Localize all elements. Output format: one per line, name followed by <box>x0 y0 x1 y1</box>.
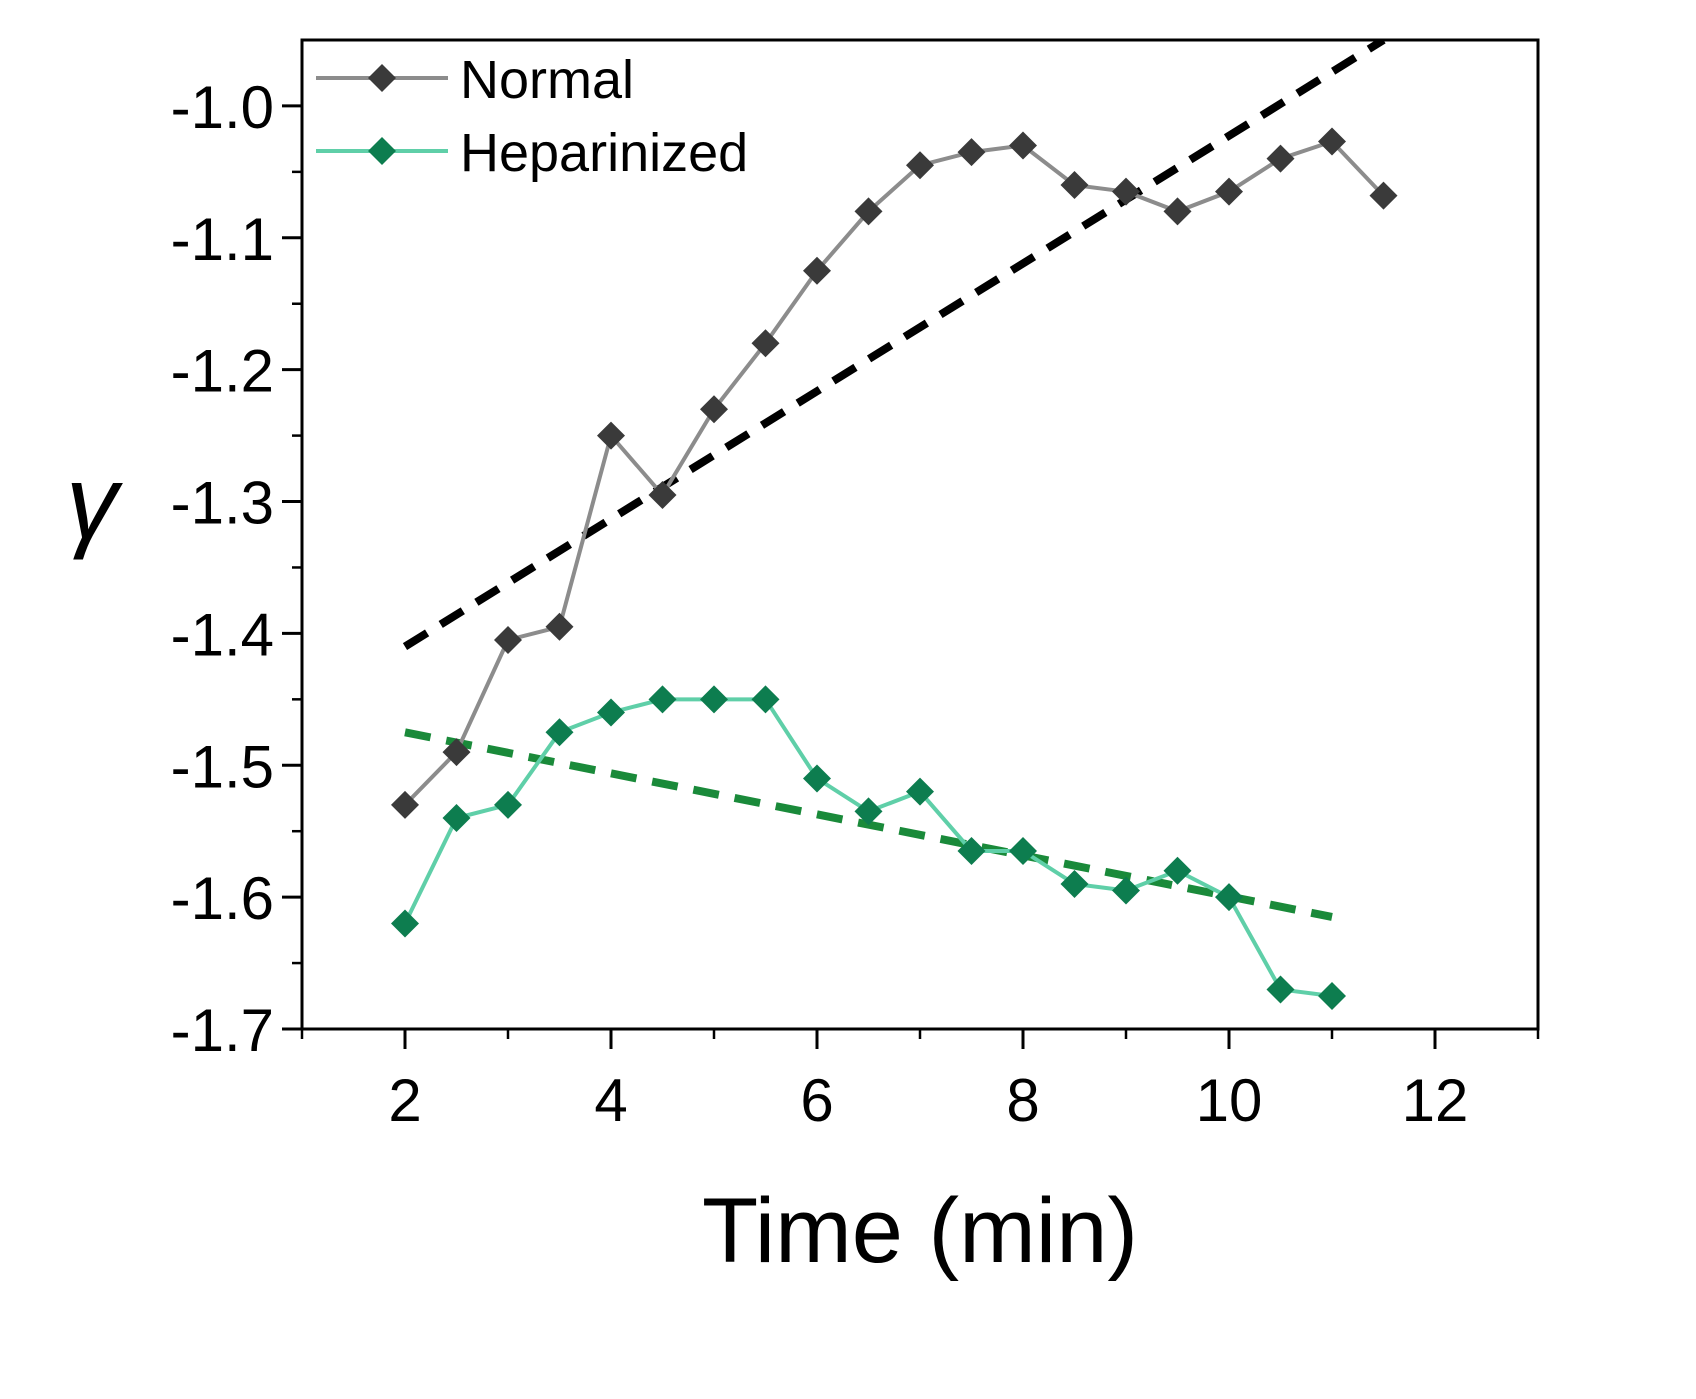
x-tick-label: 10 <box>1196 1067 1263 1134</box>
data-point-heparinized <box>391 909 419 938</box>
x-axis-label: Time (min) <box>702 1180 1138 1282</box>
minor-ticks <box>292 170 1540 1039</box>
data-point-heparinized <box>854 797 883 826</box>
legend-label: Normal <box>460 50 634 110</box>
data-point-heparinized <box>957 836 986 865</box>
y-tick-label: -1.7 <box>171 997 274 1064</box>
data-point-normal <box>1369 181 1398 210</box>
data-point-normal <box>1266 144 1295 173</box>
data-point-normal <box>1215 177 1243 206</box>
data-point-heparinized <box>803 764 831 793</box>
data-point-heparinized <box>906 777 934 806</box>
data-point-heparinized <box>1163 856 1192 885</box>
series-line-normal <box>403 139 1385 807</box>
data-point-heparinized <box>648 685 677 714</box>
x-tick-label: 8 <box>1006 1067 1039 1134</box>
data-point-heparinized <box>700 685 728 714</box>
y-tick-label: -1.2 <box>171 338 274 405</box>
x-axis: 2 4 6 8 10 12 <box>388 1029 1468 1134</box>
data-point-heparinized <box>1215 883 1243 912</box>
data-point-normal <box>957 138 986 167</box>
data-point-heparinized <box>545 718 574 747</box>
data-point-normal <box>803 256 831 285</box>
x-tick-label: 4 <box>594 1067 627 1134</box>
data-point-normal <box>1112 177 1140 206</box>
data-point-normal <box>648 480 677 509</box>
data-point-heparinized <box>751 685 780 714</box>
data-point-heparinized <box>1318 982 1346 1011</box>
y-tick-label: -1.6 <box>171 865 274 932</box>
data-point-normal <box>751 329 780 358</box>
legend: Normal Heparinized <box>316 50 748 183</box>
data-point-normal <box>1318 127 1346 156</box>
legend-label: Heparinized <box>460 123 748 183</box>
plot-frame <box>300 38 1540 1031</box>
x-tick-label: 2 <box>388 1067 421 1134</box>
data-point-normal <box>1163 197 1192 226</box>
data-point-normal <box>1060 171 1089 200</box>
y-tick-label: -1.3 <box>171 470 274 537</box>
data-point-heparinized <box>1266 975 1295 1004</box>
fit-line-normal <box>402 40 1386 650</box>
data-point-heparinized <box>1009 836 1037 865</box>
y-tick-label: -1.5 <box>171 733 274 800</box>
data-point-normal <box>597 421 625 450</box>
data-point-heparinized <box>494 790 522 819</box>
series-layer <box>391 127 1398 1011</box>
y-tick-label: -1.4 <box>171 601 274 668</box>
data-point-normal <box>442 738 471 767</box>
data-point-heparinized <box>597 698 625 727</box>
x-tick-label: 6 <box>800 1067 833 1134</box>
legend-marker <box>368 64 396 92</box>
legend-marker <box>368 137 396 165</box>
y-tick-label: -1.1 <box>171 206 274 273</box>
data-point-heparinized <box>442 804 471 833</box>
data-point-normal <box>545 612 574 641</box>
x-tick-label: 12 <box>1402 1067 1469 1134</box>
y-tick-label: -1.0 <box>171 74 274 141</box>
data-point-normal <box>1009 131 1037 160</box>
y-axis: -1.0 -1.1 -1.2 -1.3 -1.4 -1.5 -1.6 -1.7 <box>171 74 302 1064</box>
data-point-normal <box>854 197 883 226</box>
data-point-normal <box>391 790 419 819</box>
data-point-normal <box>906 151 934 180</box>
data-point-heparinized <box>1060 869 1089 898</box>
data-point-normal <box>700 395 728 424</box>
data-point-heparinized <box>1112 876 1140 905</box>
data-point-normal <box>494 625 522 654</box>
series-line-heparinized <box>403 697 1333 999</box>
y-axis-label: γ <box>66 445 123 561</box>
